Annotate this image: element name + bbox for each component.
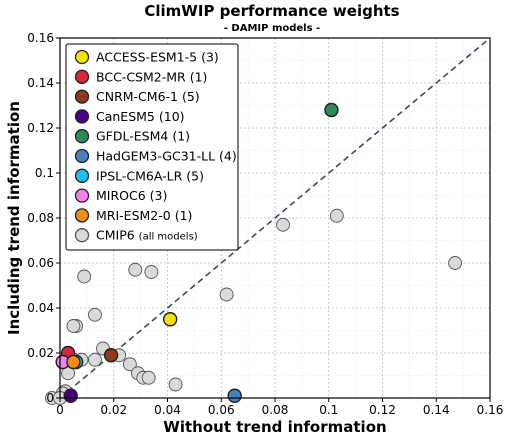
data-point [66,319,81,333]
data-point [122,357,137,372]
data-point [227,388,242,403]
legend-marker [74,188,90,203]
legend-label: MIROC6 (3) [96,188,167,203]
legend-count: (10) [159,109,185,124]
x-tick-label: 0.12 [369,403,396,417]
chart-title: ClimWIP performance weights [144,2,399,20]
legend-count: (1) [190,69,208,84]
data-point [276,217,291,232]
data-point [63,388,78,403]
legend-marker [74,148,90,164]
y-tick-label: 0 [46,391,54,405]
legend-marker [74,109,90,124]
data-point [103,348,119,363]
one-to-one-line [59,37,491,399]
y-tick-label: 0.16 [27,31,54,45]
legend-marker [74,89,90,104]
x-axis-ticks: 0 0.02 0.04 0.06 0.08 0.1 0.12 0.14 0.16 [56,398,503,417]
legend-label: CNRM-CM6-1 (5) [96,89,200,104]
chart-subtitle: - DAMIP models - [224,23,320,34]
legend-marker [74,208,90,223]
data-point [77,269,92,284]
data-points [44,102,463,405]
y-tick-label: 0.14 [27,76,54,90]
legend-count: (3) [201,50,219,65]
y-axis-label: Including trend information [5,101,23,335]
legend-label: IPSL-CM6A-LR (5) [96,168,204,183]
legend-count: (all models) [139,232,198,243]
data-point [168,377,183,392]
legend-label: CanESM5 (10) [96,109,185,124]
data-point [66,354,81,370]
y-tick-label: 0.08 [27,211,54,225]
x-tick-label: 0.06 [208,403,235,417]
legend: ACCESS-ESM1-5 (3) BCC-CSM2-MR (1) CNRM-CM6… [65,43,239,251]
data-point [144,265,159,279]
y-tick-label: 0.12 [27,121,54,135]
legend-marker [74,168,90,183]
legend-count: (5) [186,168,204,183]
legend-count: (4) [219,149,237,164]
x-tick-label: 0.02 [100,403,127,417]
x-axis-label: Without trend information [163,418,386,436]
data-point [329,208,344,223]
legend-marker [74,129,90,144]
data-point [162,312,178,327]
legend-label: HadGEM3-GC31-LL (4) [96,149,237,164]
x-tick-label: 0.16 [477,403,504,417]
y-axis-ticks: 0 0.02 0.04 0.06 0.08 0.1 0.12 0.14 0.16 [27,31,60,405]
x-tick-label: 0.04 [154,403,181,417]
data-point [87,352,102,367]
y-tick-label: 0.1 [35,166,54,180]
y-tick-label: 0.06 [27,256,54,270]
x-tick-label: 0.14 [423,403,450,417]
legend-marker [74,49,90,65]
y-tick-label: 0.02 [27,346,54,360]
data-point [448,256,463,270]
data-point [219,287,234,302]
x-tick-label: 0.1 [319,403,338,417]
legend-count: (5) [182,89,200,104]
x-tick-label: 0 [56,403,64,417]
legend-marker [74,228,90,243]
legend-count: (1) [172,129,190,144]
data-point [128,262,143,277]
legend-label: BCC-CSM2-MR (1) [96,69,207,84]
legend-label: ACCESS-ESM1-5 (3) [96,50,219,65]
legend-count: (3) [150,188,168,203]
legend-box [65,43,239,251]
data-point [141,370,156,385]
data-point [87,307,102,322]
y-tick-label: 0.04 [27,301,54,315]
x-tick-label: 0.08 [262,403,289,417]
data-point [324,102,339,118]
legend-label: GFDL-ESM4 (1) [96,129,190,144]
legend-label: CMIP6 (all models) [96,228,198,243]
legend-count: (1) [175,208,193,223]
legend-marker [74,69,90,84]
legend-label: MRI-ESM2-0 (1) [96,208,192,223]
